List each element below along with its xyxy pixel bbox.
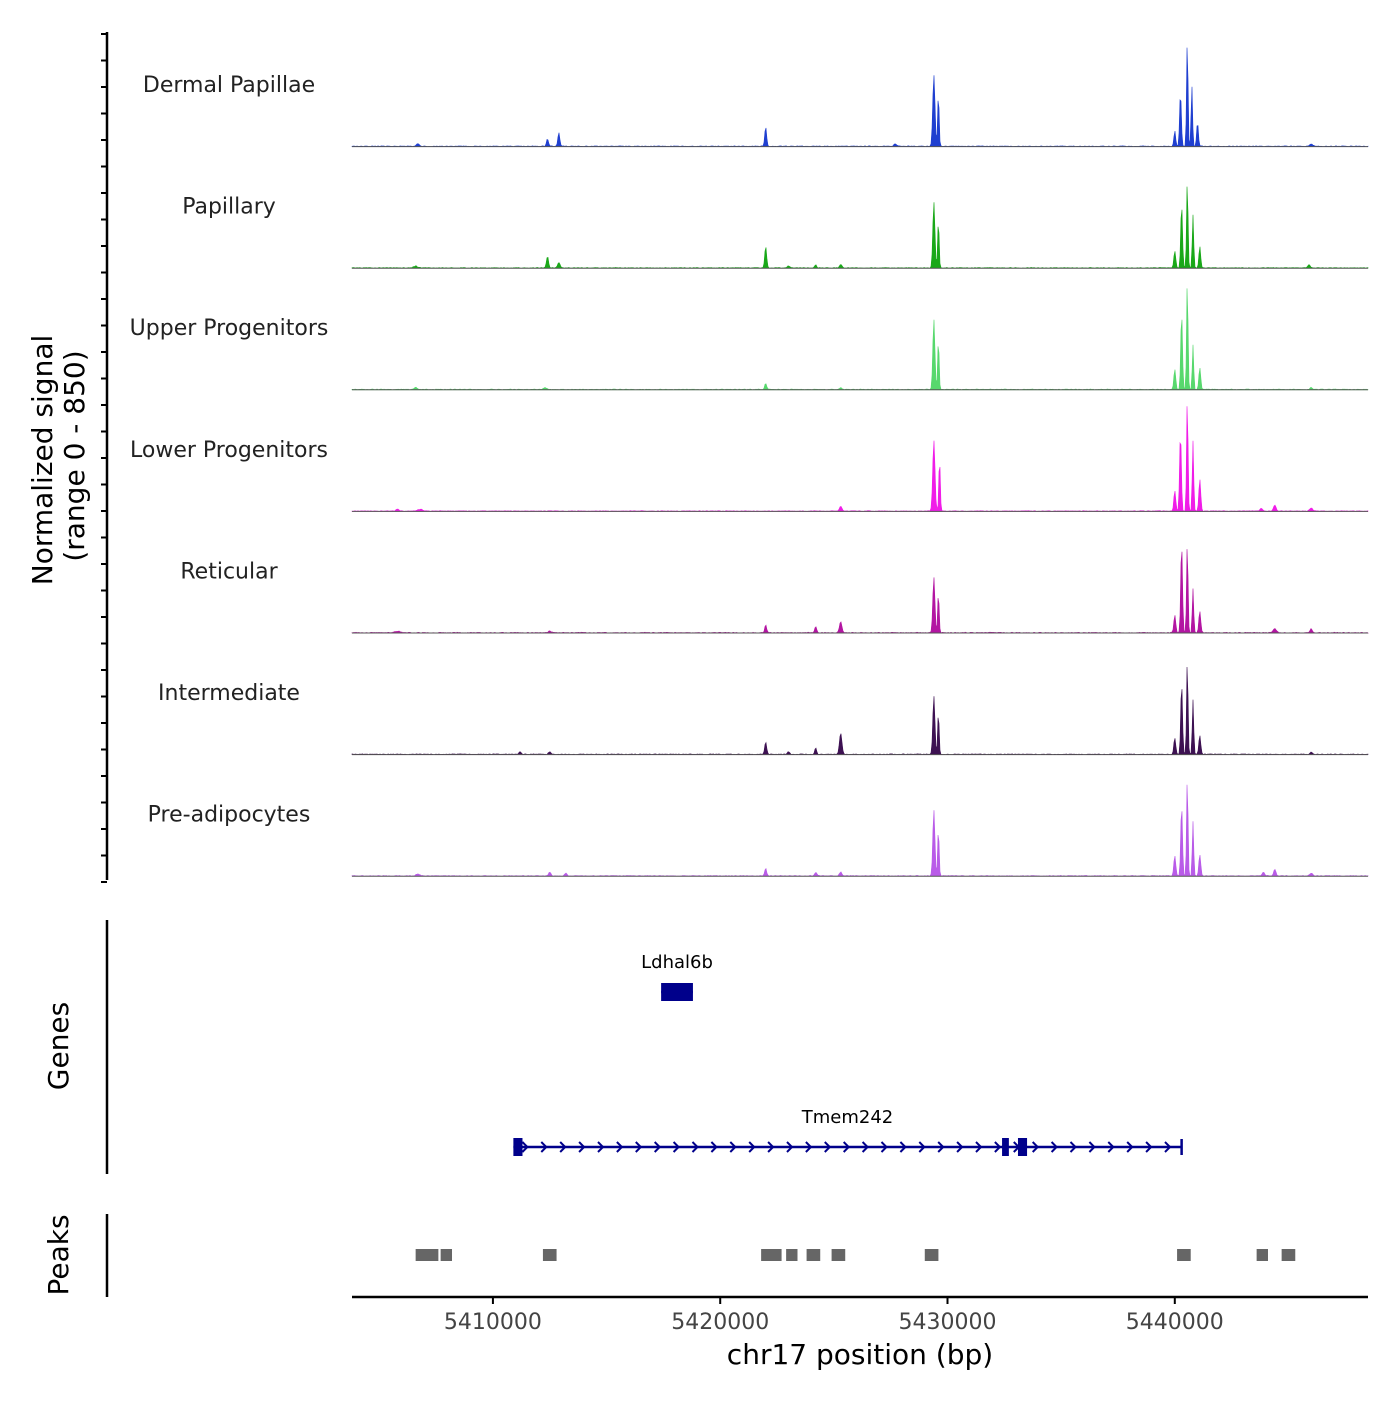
gene-ldhal6b: Ldhal6b xyxy=(641,952,713,1001)
strand-arrow xyxy=(861,1141,869,1153)
strand-arrow xyxy=(1069,1141,1077,1153)
strand-arrow xyxy=(559,1141,567,1153)
strand-arrow xyxy=(616,1141,624,1153)
strand-arrow xyxy=(1050,1141,1058,1153)
gene-tmem242: Tmem242 xyxy=(513,1107,1183,1156)
strand-arrow xyxy=(653,1141,662,1153)
peak-region xyxy=(542,1249,557,1261)
strand-arrow xyxy=(578,1141,586,1153)
exon xyxy=(661,983,693,1001)
strand-arrow xyxy=(748,1141,756,1153)
peaks-axis-title: Peaks xyxy=(42,1214,75,1295)
strand-arrow xyxy=(1126,1141,1134,1153)
strand-arrow xyxy=(673,986,681,998)
strand-arrow xyxy=(1088,1141,1096,1153)
strand-arrow xyxy=(842,1141,851,1153)
peak-region xyxy=(415,1249,439,1261)
track-7: Pre-adipocytes xyxy=(148,784,1369,877)
x-tick-label: 5430000 xyxy=(899,1310,997,1335)
track-1: Dermal Papillae xyxy=(143,47,1369,148)
strand-arrow xyxy=(1031,1141,1040,1153)
peak-region xyxy=(806,1249,821,1261)
gene-label: Ldhal6b xyxy=(641,952,713,973)
x-tick-label: 5420000 xyxy=(671,1310,769,1335)
x-tick-label: 5410000 xyxy=(444,1310,542,1335)
peak-track xyxy=(415,1249,1296,1261)
track-label: Upper Progenitors xyxy=(130,316,329,341)
strand-arrow xyxy=(672,1141,680,1153)
exon xyxy=(1017,1138,1028,1156)
strand-arrow xyxy=(805,1141,813,1153)
strand-arrow xyxy=(918,1141,926,1153)
strand-arrow xyxy=(824,1141,832,1153)
strand-arrow xyxy=(1107,1141,1115,1153)
gene-label: Tmem242 xyxy=(801,1107,894,1128)
strand-arrow xyxy=(540,1141,548,1153)
strand-arrow xyxy=(767,1141,775,1153)
strand-arrow xyxy=(691,1141,699,1153)
track-2: Papillary xyxy=(182,186,1369,269)
strand-arrow xyxy=(635,1141,643,1153)
strand-arrow xyxy=(899,1141,907,1153)
track-label: Papillary xyxy=(182,195,276,220)
strand-arrow xyxy=(521,1141,529,1153)
track-5: Reticular xyxy=(180,549,1370,634)
peak-region xyxy=(1256,1249,1268,1261)
strand-arrow xyxy=(956,1141,964,1153)
strand-arrow xyxy=(937,1141,945,1153)
gene-annotation-track: Ldhal6b Tmem242 xyxy=(513,952,1183,1156)
x-axis-title: chr17 position (bp) xyxy=(727,1338,993,1371)
strand-arrow xyxy=(880,1141,888,1153)
strand-arrow xyxy=(1013,1141,1021,1153)
peak-region xyxy=(786,1249,798,1261)
strand-arrow xyxy=(597,1141,605,1153)
strand-arrow xyxy=(1145,1141,1153,1153)
exon xyxy=(513,1138,523,1156)
peak-region xyxy=(440,1249,453,1261)
track-label: Intermediate xyxy=(158,681,300,706)
track-4: Lower Progenitors xyxy=(130,406,1369,512)
axes: 5410000 5420000 5430000 5440000 xyxy=(101,32,1368,1335)
peak-region xyxy=(761,1249,782,1261)
strand-arrow xyxy=(710,1141,718,1153)
coverage-tracks: Dermal Papillae Papillary Upper Progenitor… xyxy=(130,47,1370,877)
track-label: Reticular xyxy=(180,559,278,584)
peak-region xyxy=(1281,1249,1296,1261)
strand-arrow xyxy=(1164,1141,1172,1153)
strand-arrow xyxy=(994,1141,1002,1153)
strand-arrow xyxy=(975,1141,983,1153)
track-label: Pre-adipocytes xyxy=(148,803,311,828)
track-6: Intermediate xyxy=(158,666,1369,756)
x-tick-label: 5440000 xyxy=(1126,1310,1224,1335)
exon xyxy=(1002,1138,1009,1156)
y-axis-title-line1: Normalized signal xyxy=(26,335,59,586)
peak-region xyxy=(1177,1249,1191,1261)
strand-arrow xyxy=(729,1141,737,1153)
genes-axis-title: Genes xyxy=(42,1002,75,1090)
track-label: Lower Progenitors xyxy=(130,438,328,463)
peak-region xyxy=(924,1249,939,1261)
track-3: Upper Progenitors xyxy=(130,288,1369,391)
y-axis-title-line2: (range 0 - 850) xyxy=(58,350,91,561)
strand-arrow xyxy=(786,1141,794,1153)
track-label: Dermal Papillae xyxy=(143,73,315,98)
peak-region xyxy=(831,1249,846,1261)
